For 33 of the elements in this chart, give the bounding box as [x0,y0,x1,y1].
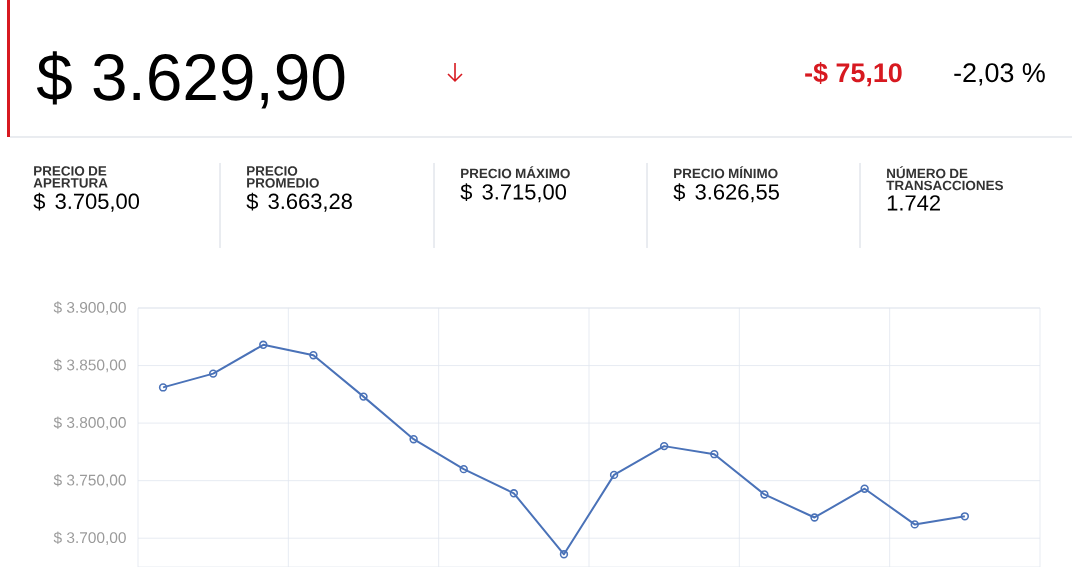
point [409,435,418,444]
text: PRECIO DE APERTURA [33,166,108,188]
point [710,449,719,459]
point [760,490,769,499]
text: $ 3.705,00 [33,192,140,212]
point [860,484,869,493]
point [208,369,218,378]
point [910,520,919,529]
point [309,350,318,360]
point [359,392,368,401]
text: PRECIO PROMEDIO [247,166,319,188]
text: PRECIO MÍNIMO [674,166,778,179]
point [259,340,268,350]
point [559,550,569,559]
text: -$ 75,10 [805,62,902,87]
text: $ 3.629,90 [36,51,345,109]
text: NÚMERO DE TRANSACCIONES [886,166,1003,191]
y-tick-label: $ 3.800,00 [53,416,126,430]
point [609,470,619,480]
text: $ 3.663,28 [246,192,352,212]
y-tick-label: $ 3.750,00 [53,473,126,488]
point [509,489,519,498]
text: 1.742 [887,195,940,211]
text: -2,03 % [954,63,1045,86]
point [659,441,669,451]
point [810,513,819,522]
text: $ 3.715,00 [460,183,567,203]
point [459,464,468,474]
y-tick-label: $ 3.900,00 [53,301,126,315]
y-tick-label: $ 3.850,00 [53,358,126,373]
text: PRECIO MÁXIMO [461,166,570,179]
y-tick-label: $ 3.700,00 [53,531,126,545]
text: $ 3.626,55 [673,183,779,203]
